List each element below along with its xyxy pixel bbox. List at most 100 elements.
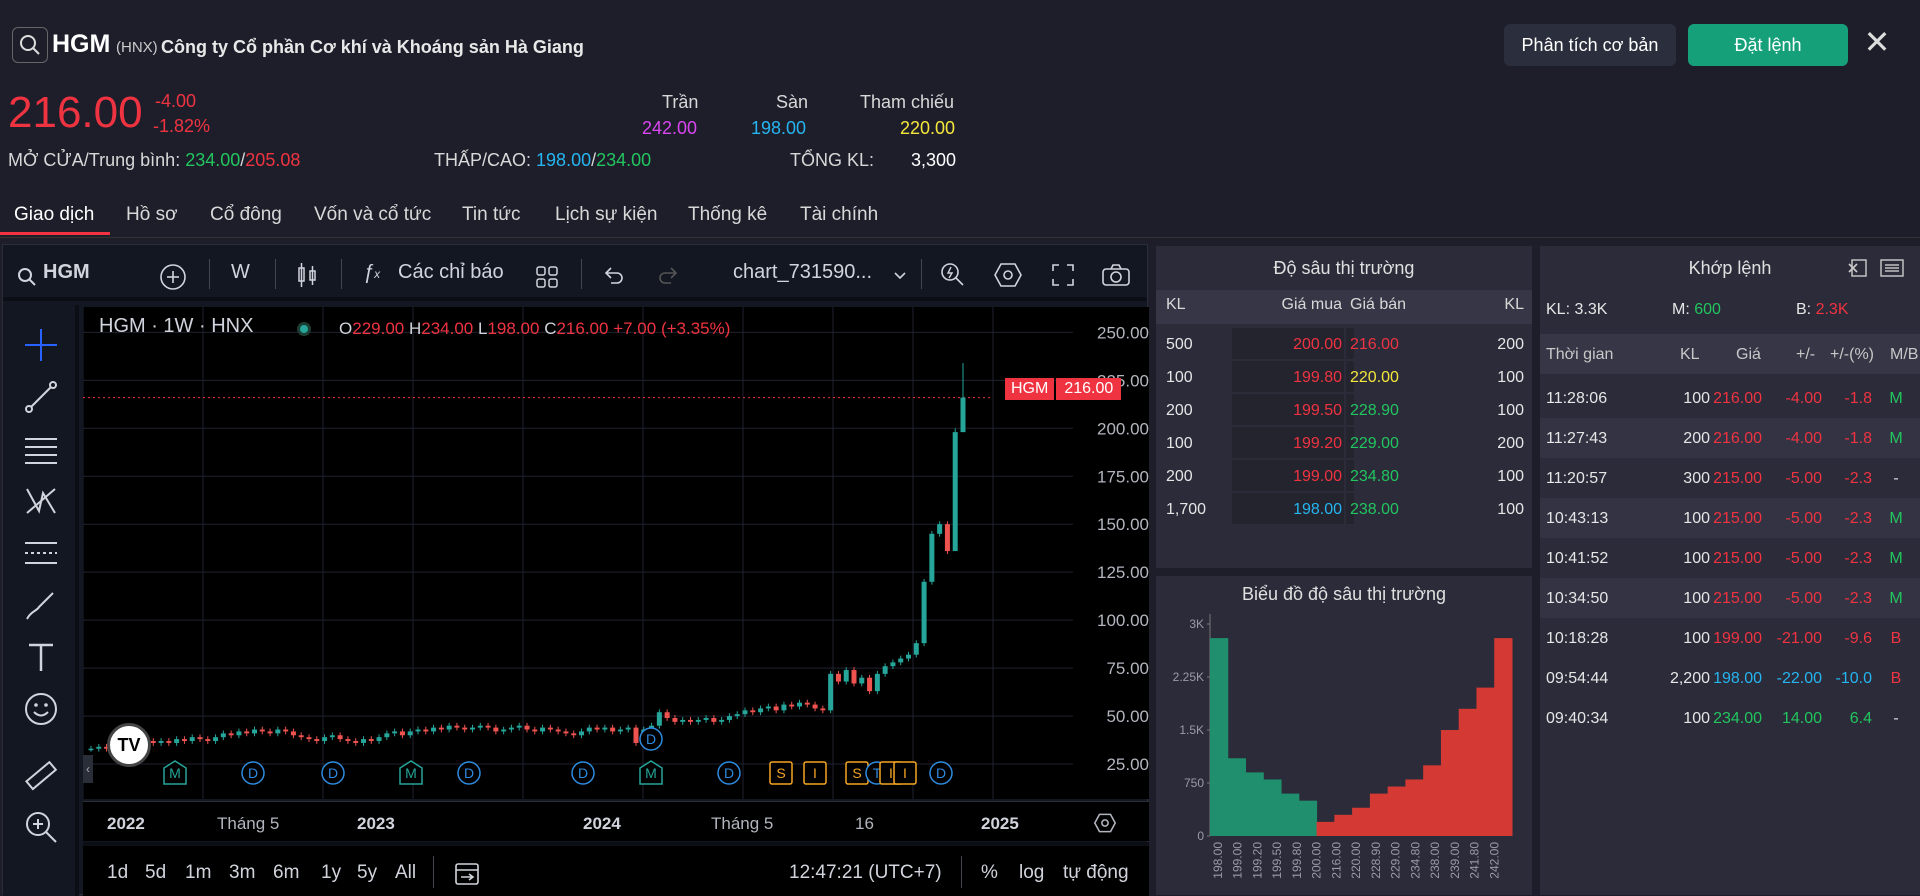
- log-scale-toggle[interactable]: log: [1019, 862, 1045, 883]
- settings-icon[interactable]: [993, 261, 1023, 289]
- auto-scale-toggle[interactable]: tự động: [1063, 862, 1129, 883]
- undo-icon[interactable]: [601, 265, 625, 287]
- trade-row: 09:54:44 2,200 198.00 -22.00 -10.0 B: [1540, 658, 1920, 698]
- ask-price: 229.00: [1350, 435, 1399, 452]
- depth-row: 1,700 198.00 238.00 100: [1156, 493, 1532, 526]
- low-high-label: THẤP/CAO:: [434, 150, 532, 170]
- camera-icon[interactable]: [1101, 263, 1131, 287]
- chart-symbol-search[interactable]: HGM: [43, 261, 90, 283]
- trade-change: -4.00: [1785, 390, 1822, 407]
- quick-search-icon[interactable]: [939, 261, 967, 289]
- chart-title: HGM · 1W · HNX: [99, 315, 254, 337]
- indicators-button[interactable]: Các chỉ báo: [398, 261, 504, 283]
- collapse-toolbar-icon[interactable]: ‹: [83, 755, 93, 783]
- tab-news[interactable]: Tin tức: [462, 204, 521, 225]
- export-excel-icon[interactable]: [1848, 258, 1868, 278]
- tab-financials[interactable]: Tài chính: [800, 204, 879, 225]
- event-marker: [929, 761, 953, 785]
- tab-statistics[interactable]: Thống kê: [688, 204, 768, 225]
- range-all-button[interactable]: All: [395, 862, 417, 883]
- add-symbol-icon[interactable]: [159, 263, 187, 291]
- candle: [337, 735, 343, 740]
- depth-tick-label: 3K: [1189, 617, 1204, 631]
- event-marker: [893, 761, 917, 785]
- range-6m-button[interactable]: 6m: [273, 862, 300, 883]
- open-value: 234.00: [185, 150, 241, 170]
- brush-icon[interactable]: [23, 587, 59, 623]
- clock-timezone[interactable]: 12:47:21 (UTC+7): [789, 862, 942, 883]
- trade-price: 216.00: [1713, 430, 1762, 447]
- tab-shareholders[interactable]: Cổ đông: [210, 204, 282, 225]
- tab-capital-dividends[interactable]: Vốn và cổ tức: [314, 204, 432, 225]
- zoom-in-icon[interactable]: [23, 809, 59, 845]
- place-order-button[interactable]: Đặt lệnh: [1688, 24, 1848, 66]
- candlestick-plot[interactable]: 250.00 225.00 200.00 175.00 150.00 125.00 100.…: [83, 307, 1149, 799]
- depth-price-label: 199.50: [1270, 842, 1284, 879]
- depth-row: 200 199.00 234.80 100: [1156, 460, 1532, 493]
- ask-depth-bar: [1423, 765, 1442, 836]
- tab-event-calendar[interactable]: Lịch sự kiện: [555, 204, 658, 225]
- interval-selector[interactable]: W: [231, 261, 250, 283]
- axis-settings-icon[interactable]: [1093, 812, 1117, 834]
- fullscreen-icon[interactable]: [1051, 263, 1075, 287]
- pattern-icon[interactable]: [23, 483, 59, 519]
- chevron-down-icon[interactable]: [893, 271, 907, 281]
- candle: [571, 733, 577, 736]
- search-icon[interactable]: [17, 267, 37, 287]
- candle: [213, 737, 219, 742]
- depth-price-label: 241.80: [1468, 842, 1482, 879]
- company-name: Công ty Cổ phần Cơ khí và Khoáng sản Hà …: [161, 37, 584, 57]
- event-marker: [321, 761, 345, 785]
- templates-icon[interactable]: [535, 265, 559, 289]
- event-marker-label: I: [889, 765, 893, 781]
- close-icon[interactable]: ✕: [1863, 24, 1891, 60]
- percent-scale-toggle[interactable]: %: [981, 862, 998, 883]
- range-5d-button[interactable]: 5d: [145, 862, 167, 883]
- ruler-icon[interactable]: [23, 759, 59, 795]
- layout-name[interactable]: chart_731590...: [733, 261, 872, 283]
- redo-icon[interactable]: [657, 265, 681, 287]
- tab-trading[interactable]: Giao dịch: [14, 204, 95, 225]
- tab-profile[interactable]: Hồ sơ: [126, 204, 178, 225]
- ask-depth-bar: [1352, 807, 1371, 836]
- fundamental-analysis-button[interactable]: Phân tích cơ bản: [1504, 24, 1676, 66]
- candle: [851, 670, 857, 684]
- low-value: 198.00: [536, 150, 592, 170]
- candle: [937, 524, 943, 534]
- trend-line-icon[interactable]: [23, 379, 59, 415]
- tradingview-logo[interactable]: TV: [107, 723, 151, 767]
- range-3m-button[interactable]: 3m: [229, 862, 256, 883]
- horizontal-lines-icon[interactable]: [23, 431, 59, 467]
- search-button[interactable]: [12, 27, 48, 63]
- toolbar-divider: [921, 259, 922, 289]
- text-icon[interactable]: [23, 639, 59, 675]
- trade-time: 11:28:06: [1546, 390, 1608, 407]
- candle: [446, 725, 452, 730]
- candle: [431, 727, 437, 732]
- prediction-icon[interactable]: [23, 535, 59, 571]
- event-marker-label: T: [873, 765, 882, 781]
- open-average: MỞ CỬA/Trung bình: 234.00/205.08: [8, 150, 300, 171]
- ask-depth-bar: [1494, 638, 1513, 836]
- trade-change: -5.00: [1785, 510, 1822, 527]
- emoji-icon[interactable]: [23, 691, 59, 727]
- candlestick-type-icon[interactable]: [295, 261, 319, 289]
- event-marker: [241, 761, 265, 785]
- candle: [579, 731, 584, 736]
- candle: [711, 718, 717, 722]
- candle: [244, 731, 250, 734]
- list-view-icon[interactable]: [1880, 258, 1904, 278]
- range-1y-button[interactable]: 1y: [321, 862, 342, 883]
- range-1d-button[interactable]: 1d: [107, 862, 129, 883]
- function-icon[interactable]: ƒx: [363, 261, 381, 283]
- total-volume-value: 3,300: [911, 150, 957, 170]
- date-range-icon[interactable]: [453, 860, 481, 886]
- low-label: L: [477, 319, 488, 338]
- toolbar-divider: [581, 259, 582, 289]
- crosshair-icon[interactable]: [23, 327, 59, 363]
- match-sell-volume: B: 2.3K: [1796, 301, 1849, 319]
- depth-tick-label: 1.5K: [1179, 723, 1204, 737]
- range-5y-button[interactable]: 5y: [357, 862, 378, 883]
- candle: [540, 727, 546, 732]
- range-1m-button[interactable]: 1m: [185, 862, 212, 883]
